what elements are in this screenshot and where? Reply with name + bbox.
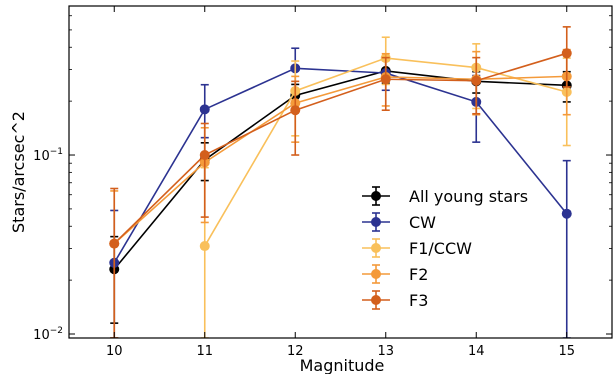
axes: 10 11 12 13 14 15 10−2 10−1 [33, 5, 613, 359]
legend-marker [371, 217, 381, 227]
legend-label: All young stars [409, 187, 528, 206]
legend-marker [371, 243, 381, 253]
x-tick-label: 10 [106, 344, 123, 359]
data-point [109, 238, 120, 249]
data-point [471, 75, 482, 86]
x-tick-label: 14 [468, 344, 485, 359]
y-tick-label: 10−1 [33, 147, 63, 164]
legend-item-0: All young stars [362, 186, 528, 206]
legend-marker [371, 191, 381, 201]
plot-frame [68, 5, 613, 339]
legend-item-2: F1/CCW [362, 238, 472, 258]
series-line [113, 75, 567, 245]
series-4 [109, 26, 572, 338]
series-line [113, 67, 568, 264]
x-tick-label: 13 [377, 344, 394, 359]
legend-item-3: F2 [362, 264, 428, 284]
legend-item-1: CW [362, 212, 436, 232]
series-line [113, 70, 567, 270]
data-point [199, 241, 210, 252]
data-point [561, 48, 572, 59]
x-tick-label: 12 [287, 344, 304, 359]
legend-label: CW [409, 213, 436, 232]
legend-marker [371, 269, 381, 279]
legend: All young stars CW F1/CCW F2 F3 [362, 186, 528, 310]
data-layer [109, 26, 572, 338]
legend-marker [371, 295, 381, 305]
x-axis-title: Magnitude [300, 356, 385, 374]
data-point [561, 208, 572, 219]
data-point [199, 104, 210, 115]
legend-label: F2 [409, 265, 428, 284]
y-axis-title: Stars/arcsec^2 [9, 111, 28, 233]
y-tick-label: 10−2 [33, 326, 63, 343]
plot-area [109, 26, 572, 338]
legend-item-4: F3 [362, 290, 428, 310]
legend-label: F1/CCW [409, 239, 472, 258]
legend-label: F3 [409, 291, 428, 310]
x-tick-label: 11 [196, 344, 213, 359]
data-point [380, 74, 391, 85]
data-point [199, 150, 210, 161]
x-tick-label: 15 [558, 344, 575, 359]
data-point [290, 105, 301, 116]
series-line [113, 52, 567, 245]
